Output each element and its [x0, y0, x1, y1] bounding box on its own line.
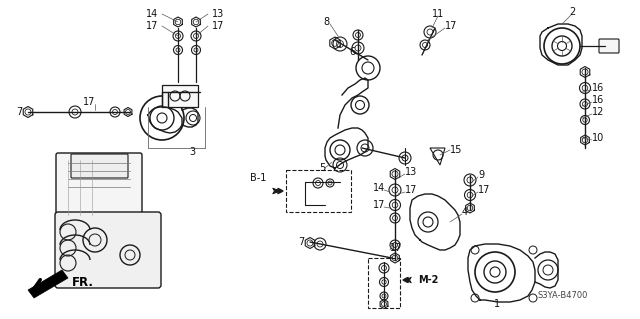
Text: 11: 11 — [432, 9, 444, 19]
Text: FR.: FR. — [72, 276, 94, 288]
Text: M-2: M-2 — [418, 275, 438, 285]
Text: 17: 17 — [212, 21, 225, 31]
Text: 17: 17 — [372, 200, 385, 210]
Text: 9: 9 — [478, 170, 484, 180]
FancyBboxPatch shape — [55, 212, 161, 288]
Text: 8: 8 — [324, 17, 330, 27]
Text: 10: 10 — [592, 133, 604, 143]
Text: 16: 16 — [592, 95, 604, 105]
Text: 17: 17 — [445, 21, 458, 31]
Text: 14: 14 — [146, 9, 158, 19]
Text: 17: 17 — [405, 185, 417, 195]
Text: 13: 13 — [405, 167, 417, 177]
Polygon shape — [28, 270, 68, 298]
Text: 14: 14 — [372, 183, 385, 193]
Text: 12: 12 — [592, 107, 604, 117]
Text: 2: 2 — [569, 7, 575, 17]
Text: 17: 17 — [83, 97, 95, 107]
Text: 16: 16 — [592, 83, 604, 93]
FancyBboxPatch shape — [56, 153, 142, 222]
FancyBboxPatch shape — [599, 39, 619, 53]
Text: 7: 7 — [16, 107, 22, 117]
Text: 7: 7 — [298, 237, 304, 247]
Text: 13: 13 — [212, 9, 224, 19]
Text: 15: 15 — [450, 145, 462, 155]
Text: 17: 17 — [390, 243, 403, 253]
FancyBboxPatch shape — [71, 154, 128, 178]
Text: S3YA-B4700: S3YA-B4700 — [538, 292, 588, 300]
FancyBboxPatch shape — [162, 85, 198, 107]
Text: 3: 3 — [189, 147, 195, 157]
Text: 6: 6 — [349, 47, 355, 57]
Text: 1: 1 — [494, 299, 500, 309]
Text: 17: 17 — [478, 185, 490, 195]
Text: 17: 17 — [146, 21, 158, 31]
Text: 4: 4 — [462, 207, 468, 217]
Text: B-1: B-1 — [250, 173, 266, 183]
Text: 5: 5 — [319, 163, 325, 173]
